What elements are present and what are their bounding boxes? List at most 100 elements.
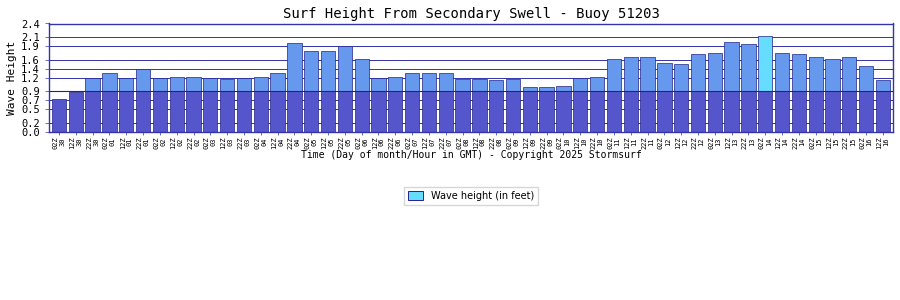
Bar — [372, 91, 385, 132]
Bar — [136, 69, 150, 91]
Bar — [220, 91, 234, 132]
Bar — [237, 91, 251, 132]
Bar — [355, 91, 369, 132]
Bar — [472, 79, 487, 91]
Bar — [842, 57, 857, 91]
Bar — [86, 78, 100, 91]
Bar — [405, 91, 419, 132]
Bar — [590, 91, 604, 132]
Bar — [119, 91, 133, 132]
Bar — [691, 54, 705, 91]
Bar — [203, 78, 218, 91]
X-axis label: Time (Day of month/Hour in GMT) - Copyright 2025 Stormsurf: Time (Day of month/Hour in GMT) - Copyri… — [301, 150, 642, 160]
Bar — [153, 78, 167, 91]
Legend: Wave height (in feet): Wave height (in feet) — [404, 187, 537, 205]
Bar — [674, 64, 688, 91]
Bar — [388, 76, 402, 91]
Bar — [422, 73, 436, 91]
Bar — [438, 91, 453, 132]
Bar — [506, 79, 520, 91]
Bar — [523, 91, 537, 132]
Bar — [624, 57, 638, 91]
Bar — [742, 44, 756, 91]
Bar — [691, 91, 705, 132]
Bar — [68, 92, 83, 132]
Bar — [556, 86, 571, 91]
Bar — [808, 57, 823, 91]
Bar — [792, 91, 806, 132]
Bar — [338, 91, 352, 132]
Bar — [237, 78, 251, 91]
Bar — [539, 91, 554, 132]
Bar — [136, 91, 150, 132]
Y-axis label: Wave Height: Wave Height — [7, 40, 17, 115]
Bar — [641, 57, 654, 91]
Bar — [270, 74, 284, 91]
Bar — [119, 78, 133, 91]
Bar — [707, 53, 722, 91]
Bar — [573, 78, 588, 91]
Bar — [489, 91, 503, 132]
Bar — [792, 54, 806, 91]
Bar — [153, 91, 167, 132]
Bar — [876, 91, 890, 132]
Bar — [641, 91, 654, 132]
Bar — [539, 87, 554, 91]
Bar — [573, 91, 588, 132]
Bar — [304, 51, 319, 91]
Bar — [355, 58, 369, 91]
Bar — [186, 91, 201, 132]
Bar — [859, 66, 873, 91]
Bar — [523, 87, 537, 91]
Bar — [103, 91, 117, 132]
Bar — [724, 41, 739, 91]
Bar — [775, 91, 789, 132]
Bar — [506, 91, 520, 132]
Bar — [422, 91, 436, 132]
Bar — [254, 91, 268, 132]
Title: Surf Height From Secondary Swell - Buoy 51203: Surf Height From Secondary Swell - Buoy … — [283, 7, 660, 21]
Bar — [388, 91, 402, 132]
Bar — [758, 91, 772, 132]
Bar — [321, 51, 335, 91]
Bar — [742, 91, 756, 132]
Bar — [707, 91, 722, 132]
Bar — [876, 80, 890, 91]
Bar — [455, 91, 470, 132]
Bar — [86, 91, 100, 132]
Bar — [287, 91, 302, 132]
Bar — [674, 91, 688, 132]
Bar — [321, 91, 335, 132]
Bar — [220, 79, 234, 91]
Bar — [304, 91, 319, 132]
Bar — [372, 78, 385, 91]
Bar — [472, 91, 487, 132]
Bar — [103, 73, 117, 91]
Bar — [724, 91, 739, 132]
Bar — [169, 91, 184, 132]
Bar — [338, 46, 352, 91]
Bar — [169, 76, 184, 91]
Bar — [489, 80, 503, 91]
Bar — [842, 91, 857, 132]
Bar — [270, 91, 284, 132]
Bar — [758, 36, 772, 91]
Bar — [203, 91, 218, 132]
Bar — [624, 91, 638, 132]
Bar — [52, 99, 66, 132]
Bar — [455, 79, 470, 91]
Bar — [405, 74, 419, 91]
Bar — [287, 43, 302, 91]
Bar — [825, 91, 840, 132]
Bar — [438, 74, 453, 91]
Bar — [556, 91, 571, 132]
Bar — [590, 76, 604, 91]
Bar — [186, 76, 201, 91]
Bar — [607, 91, 621, 132]
Bar — [775, 53, 789, 91]
Bar — [657, 91, 671, 132]
Bar — [859, 91, 873, 132]
Bar — [607, 58, 621, 91]
Bar — [657, 63, 671, 91]
Bar — [254, 76, 268, 91]
